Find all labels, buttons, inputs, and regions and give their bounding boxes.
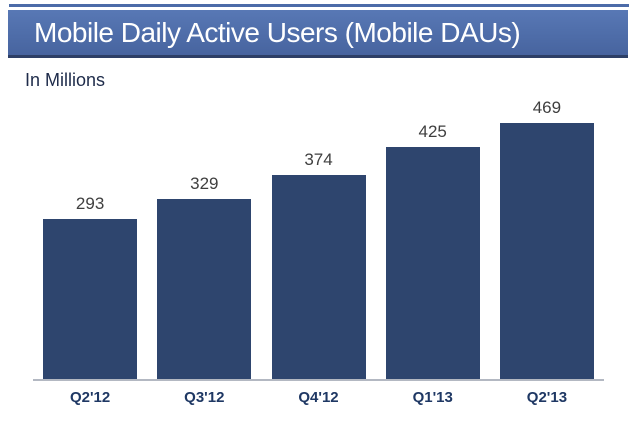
bar: [385, 147, 480, 379]
bar-column: 374: [261, 150, 375, 379]
bar-column: 469: [490, 98, 604, 379]
bar: [499, 123, 594, 379]
bar-value-label: 293: [75, 194, 105, 213]
bar-value-label: 425: [418, 122, 447, 141]
x-axis-tick-label: Q3'12: [184, 389, 225, 406]
bar-value-label: 329: [190, 174, 219, 193]
bar: [271, 175, 366, 379]
bar-value-label: 469: [532, 98, 562, 117]
chart-units-label: In Millions: [25, 70, 106, 90]
top-accent-rule: [9, 4, 629, 7]
x-axis-tick-label: Q1'13: [412, 389, 453, 406]
x-axis-line: [33, 379, 604, 381]
bar-column: 293: [33, 194, 147, 379]
bar-chart: 293 329 374 425 469 Q2'12 Q3'12 Q4'12 Q1'13 Q2'1…: [33, 98, 604, 406]
bar: [157, 199, 252, 379]
bar-value-label: 374: [304, 150, 333, 169]
bar-column: 425: [376, 122, 490, 379]
x-axis-tick-label: Q4'12: [298, 389, 339, 406]
title-bar: Mobile Daily Active Users (Mobile DAUs): [8, 10, 628, 58]
x-axis-tick-label: Q2'13: [526, 389, 568, 406]
x-axis-labels: Q2'12 Q3'12 Q4'12 Q1'13 Q2'13: [33, 389, 604, 406]
plot-area: 293 329 374 425 469: [33, 98, 604, 379]
x-axis-tick-label: Q2'12: [69, 389, 111, 406]
bar-column: 329: [147, 174, 261, 379]
page-title: Mobile Daily Active Users (Mobile DAUs): [34, 16, 521, 48]
bar: [43, 219, 138, 379]
